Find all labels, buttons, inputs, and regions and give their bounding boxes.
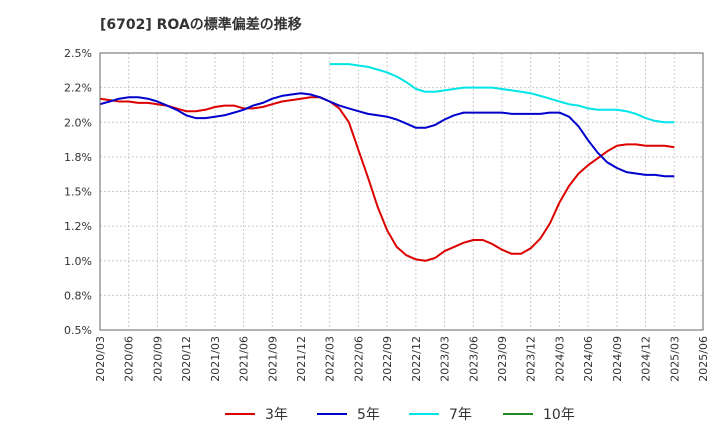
x-tick-label: 2022/12 bbox=[410, 336, 423, 382]
x-tick-label: 2023/03 bbox=[439, 336, 452, 382]
series-layer bbox=[99, 63, 675, 262]
chart-title: [6702] ROAの標準偏差の推移 bbox=[100, 17, 302, 33]
x-tick-label: 2025/03 bbox=[668, 336, 681, 382]
x-tick-label: 2024/12 bbox=[640, 336, 653, 382]
y-tick-label: 1.2% bbox=[64, 220, 92, 233]
y-tick-label: 2.5% bbox=[64, 47, 92, 60]
x-tick-label: 2024/06 bbox=[582, 336, 595, 382]
x-tick-label: 2023/12 bbox=[525, 336, 538, 382]
x-tick-label: 2024/03 bbox=[553, 336, 566, 382]
y-tick-label: 0.8% bbox=[64, 289, 92, 302]
x-tick-label: 2024/09 bbox=[611, 336, 624, 382]
legend-label: 3年 bbox=[265, 407, 288, 423]
series-line bbox=[329, 63, 675, 124]
x-tick-label: 2020/09 bbox=[151, 336, 164, 382]
series-line bbox=[99, 92, 675, 178]
y-tick-label: 1.0% bbox=[64, 255, 92, 268]
x-axis: 2020/03 2020/06 2020/09 2020/12 2021/03 2021/… bbox=[94, 336, 710, 382]
legend-label: 7年 bbox=[449, 407, 472, 423]
y-axis: 0.5% 0.8% 1.0% 1.2% 1.5% 1.8% 2.0% 2.2% 2.5% bbox=[64, 47, 92, 337]
series-line bbox=[99, 96, 675, 262]
x-tick-label: 2021/06 bbox=[238, 336, 251, 382]
y-tick-label: 0.5% bbox=[64, 324, 92, 337]
x-tick-label: 2022/06 bbox=[352, 336, 365, 382]
legend: 3年 5年 7年 10年 bbox=[225, 407, 575, 423]
x-tick-label: 2022/09 bbox=[381, 336, 394, 382]
y-tick-label: 1.5% bbox=[64, 186, 92, 199]
x-tick-label: 2022/03 bbox=[324, 336, 337, 382]
y-tick-label: 2.2% bbox=[64, 82, 92, 95]
grid-lines bbox=[100, 53, 703, 330]
x-tick-label: 2025/06 bbox=[697, 336, 710, 382]
x-tick-label: 2023/06 bbox=[467, 336, 480, 382]
plot-frame bbox=[99, 52, 704, 331]
x-tick-label: 2020/06 bbox=[123, 336, 136, 382]
x-tick-label: 2021/03 bbox=[209, 336, 222, 382]
y-tick-label: 1.8% bbox=[64, 151, 92, 164]
x-tick-label: 2021/09 bbox=[266, 336, 279, 382]
x-tick-label: 2020/03 bbox=[94, 336, 107, 382]
x-tick-label: 2021/12 bbox=[295, 336, 308, 382]
legend-label: 10年 bbox=[543, 407, 575, 423]
x-tick-label: 2020/12 bbox=[180, 336, 193, 382]
y-tick-label: 2.0% bbox=[64, 116, 92, 129]
legend-label: 5年 bbox=[357, 407, 380, 423]
x-tick-label: 2023/09 bbox=[496, 336, 509, 382]
